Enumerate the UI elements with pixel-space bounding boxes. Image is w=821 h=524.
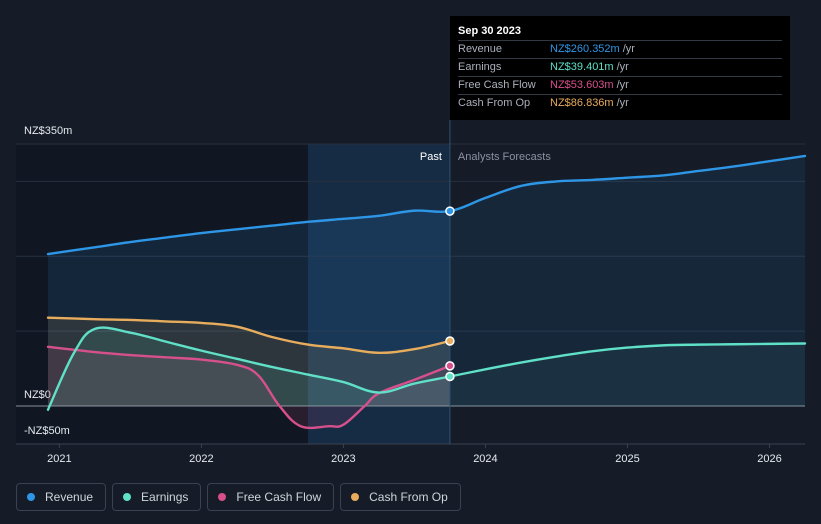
series-line-cash-from-op xyxy=(46,316,452,355)
past-label: Past xyxy=(420,151,442,163)
tooltip-unit: /yr xyxy=(616,79,629,91)
legend-dot-icon xyxy=(218,493,227,501)
tooltip-value: NZ$39.401m xyxy=(550,61,614,73)
x-tick-label: 2023 xyxy=(331,453,355,465)
tooltip-row-earnings: Earnings NZ$39.401m /yr xyxy=(458,58,782,76)
tooltip-value: NZ$86.836m xyxy=(550,97,614,109)
tooltip-value: NZ$53.603m xyxy=(550,79,614,91)
legend-dot-icon xyxy=(351,493,360,501)
tooltip-row-revenue: Revenue NZ$260.352m /yr xyxy=(458,40,782,58)
tooltip-label: Free Cash Flow xyxy=(458,79,536,91)
marker-free-cash-flow xyxy=(445,361,455,371)
y-axis-label: NZ$0 xyxy=(24,389,51,401)
tooltip-row-cash-from-op: Cash From Op NZ$86.836m /yr xyxy=(458,94,782,112)
tooltip-label: Cash From Op xyxy=(458,97,531,109)
series-line-revenue xyxy=(46,154,807,256)
x-tick-label: 2022 xyxy=(189,453,213,465)
tooltip-label: Revenue xyxy=(458,43,503,55)
tooltip-value: NZ$260.352m xyxy=(550,43,620,55)
legend-label: Earnings xyxy=(141,490,189,504)
legend-item-earnings[interactable]: Earnings xyxy=(112,483,202,511)
tooltip-unit: /yr xyxy=(616,97,629,109)
x-tick-label: 2021 xyxy=(47,453,71,465)
legend-item-cash-from-op[interactable]: Cash From Op xyxy=(340,483,461,511)
series-area-free-cash-flow xyxy=(48,346,450,428)
legend-item-free-cash-flow[interactable]: Free Cash Flow xyxy=(207,483,335,511)
financial-chart: NZ$350m NZ$0 -NZ$50m 2021 2022 2023 2024 2025 20… xyxy=(16,120,807,465)
tooltip-unit: /yr xyxy=(622,43,635,55)
hover-tooltip: Sep 30 2023 Revenue NZ$260.352m /yr Earn… xyxy=(450,16,790,120)
legend-label: Revenue xyxy=(45,490,94,504)
x-tick-label: 2025 xyxy=(615,453,639,465)
legend-dot-icon xyxy=(27,493,35,501)
legend-item-revenue[interactable]: Revenue xyxy=(16,483,107,511)
x-tick-label: 2026 xyxy=(757,453,781,465)
forecast-label: Analysts Forecasts xyxy=(458,151,551,163)
marker-revenue xyxy=(445,206,455,216)
tooltip-row-free-cash-flow: Free Cash Flow NZ$53.603m /yr xyxy=(458,76,782,94)
tooltip-label: Earnings xyxy=(458,61,502,73)
marker-cash-from-op xyxy=(445,336,455,346)
legend-label: Cash From Op xyxy=(369,490,448,504)
y-axis-label: NZ$350m xyxy=(24,125,72,137)
legend-dot-icon xyxy=(123,493,132,501)
chart-legend: Revenue Earnings Free Cash Flow Cash Fro… xyxy=(16,483,461,511)
y-axis-label: -NZ$50m xyxy=(24,425,70,437)
series-line-free-cash-flow xyxy=(46,345,452,430)
tooltip-unit: /yr xyxy=(616,61,629,73)
marker-earnings xyxy=(445,371,455,382)
series-line-earnings xyxy=(46,326,807,411)
series-area-earnings-forecast xyxy=(449,343,805,406)
legend-label: Free Cash Flow xyxy=(236,490,322,504)
x-tick-label: 2024 xyxy=(473,453,497,465)
tooltip-date: Sep 30 2023 xyxy=(458,25,521,37)
